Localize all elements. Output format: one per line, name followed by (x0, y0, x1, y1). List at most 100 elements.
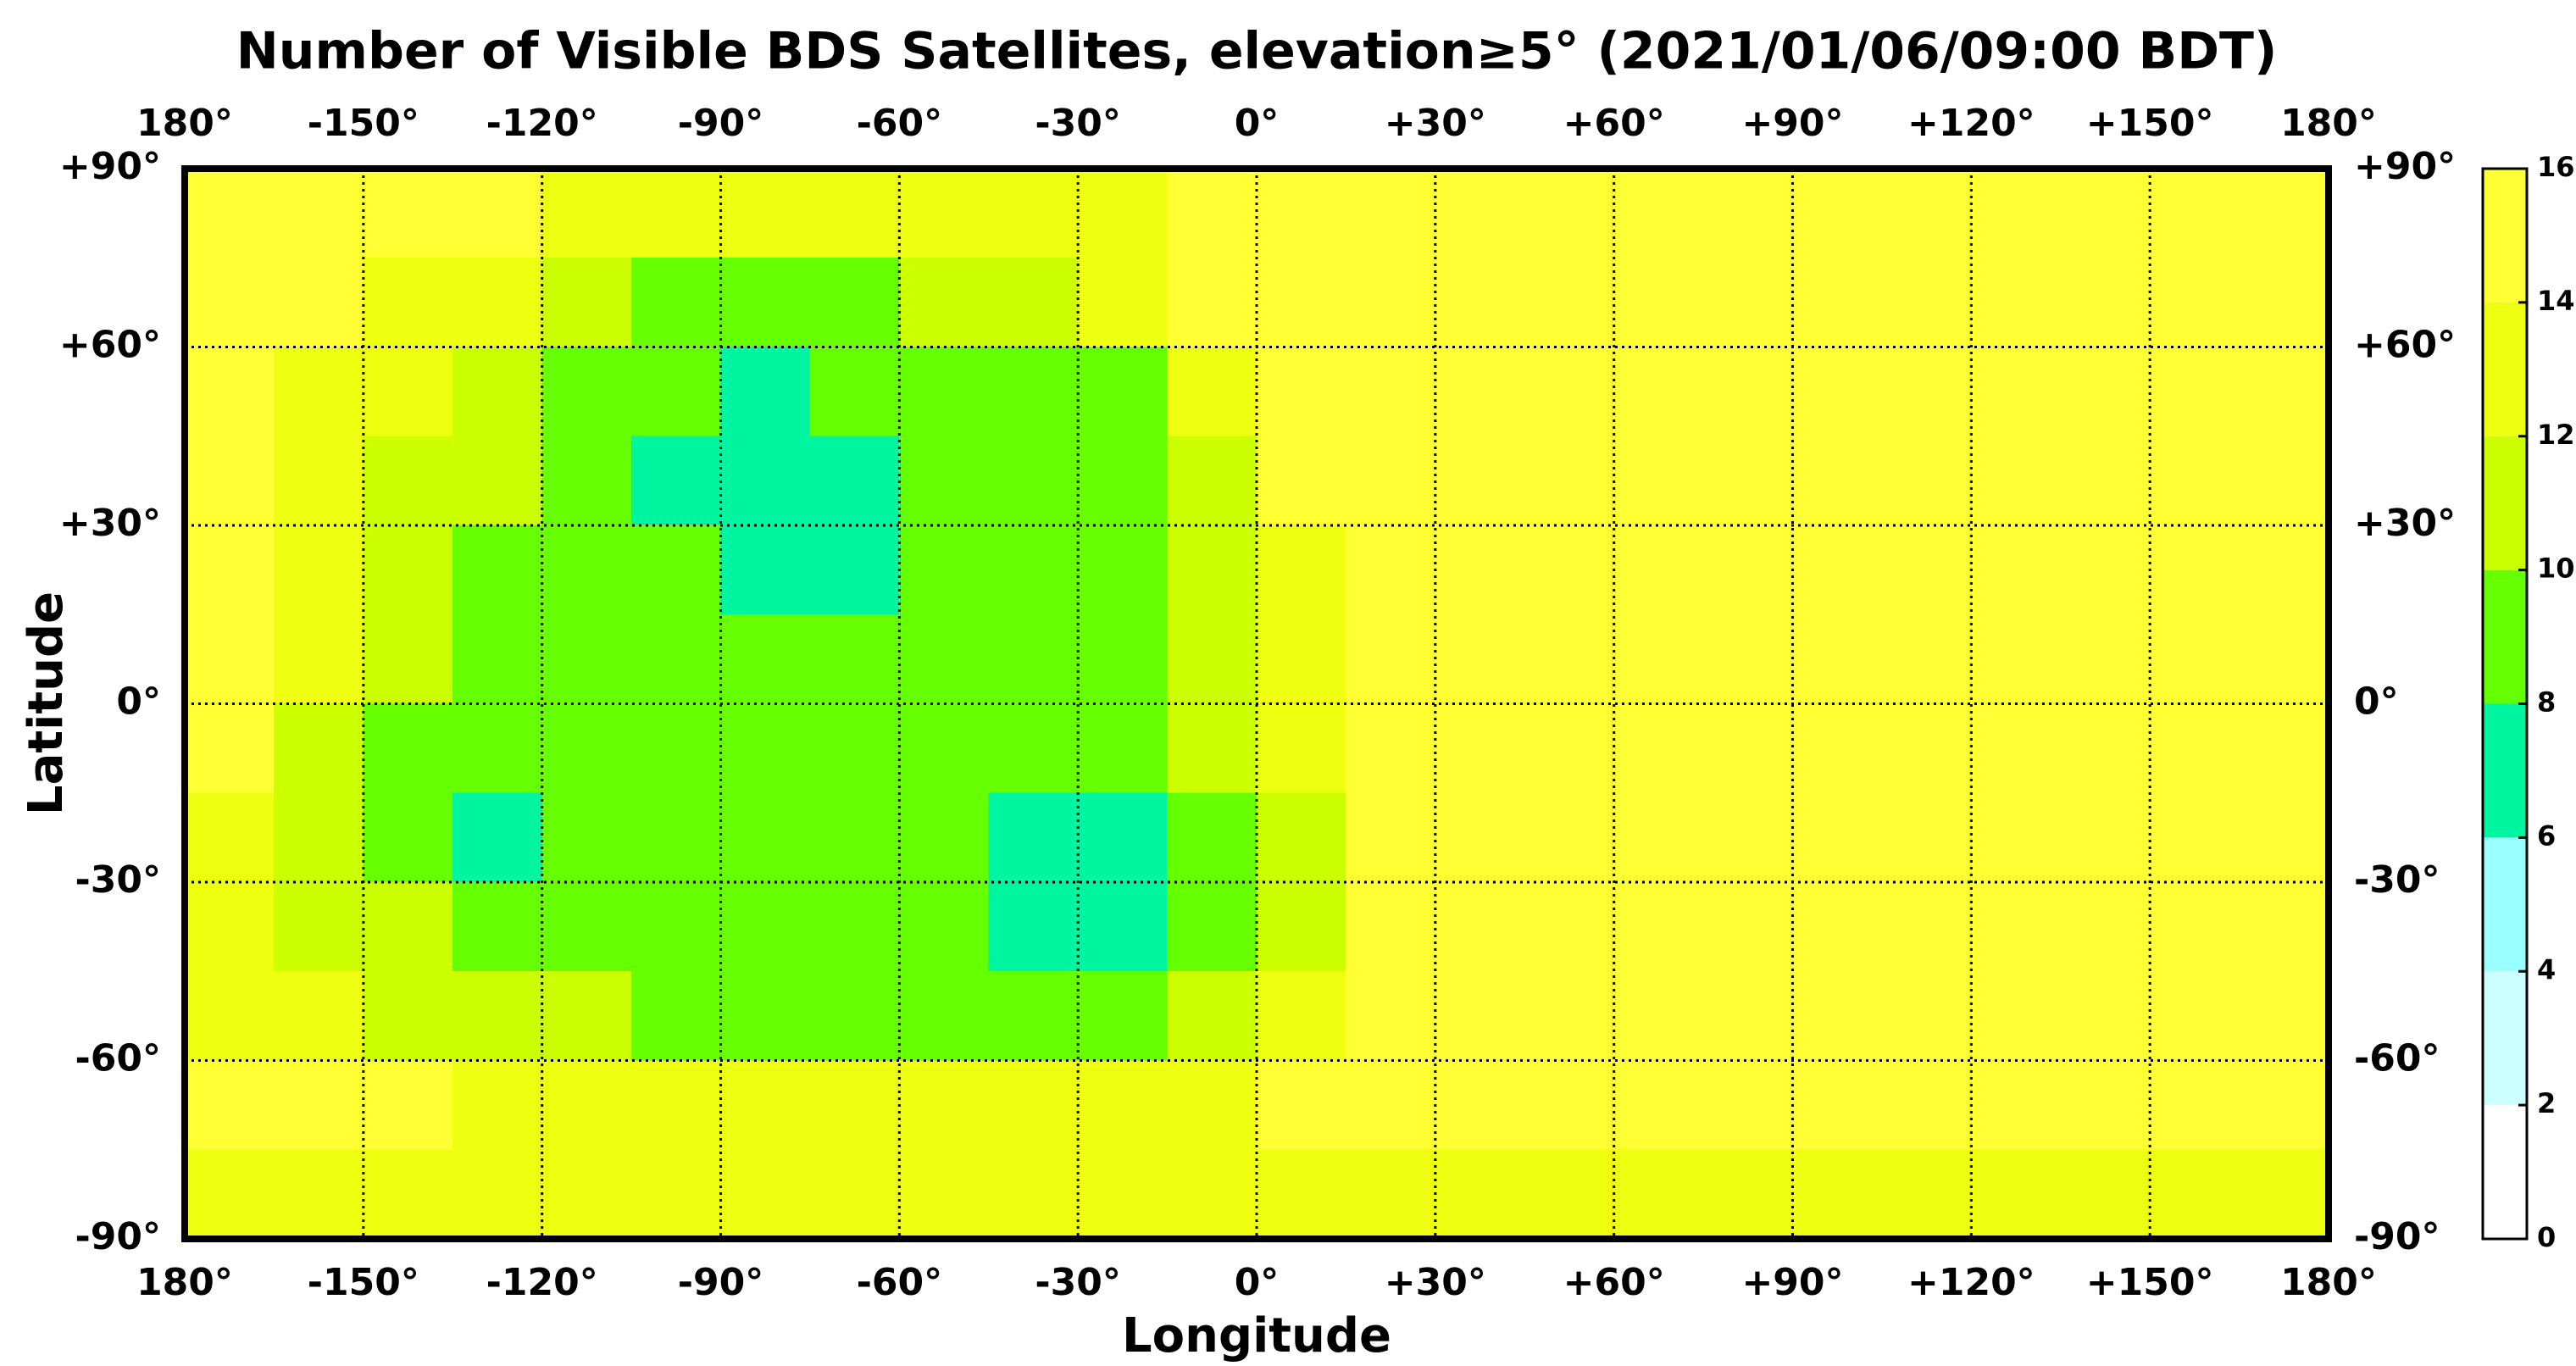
heat-cell (809, 347, 901, 437)
heat-cell (899, 1060, 990, 1151)
tick-labels: 180° 180° -150° -150° -120° -120° -90° -90° -60°… (59, 102, 2456, 1304)
heat-cell (1167, 792, 1257, 883)
x-tick-label-bottom: +150° (2086, 1261, 2214, 1304)
heat-cell (184, 525, 275, 616)
x-tick-label-bottom: +30° (1385, 1261, 1486, 1304)
heat-cell (2149, 614, 2240, 705)
heat-cell (1702, 168, 1794, 259)
colorbar-tick-label: 14 (2537, 285, 2575, 317)
heat-cell (541, 881, 632, 973)
heat-cell (1346, 347, 1436, 437)
y-tick-label-left: -60° (75, 1037, 162, 1080)
heat-cell (1792, 1149, 1883, 1240)
colorbar-tick-label: 6 (2537, 819, 2556, 852)
heat-cell (184, 792, 275, 883)
colorbar-swatch (2483, 169, 2527, 303)
heat-cell (2060, 614, 2151, 705)
heat-cell (988, 614, 1080, 705)
heat-cell (1792, 792, 1883, 883)
heat-cell (2239, 703, 2329, 794)
y-tick-label-right: +30° (2354, 502, 2456, 545)
heat-cell (1346, 168, 1436, 259)
heat-cell (2239, 792, 2329, 883)
heat-cell (2149, 168, 2240, 259)
heat-cell (1435, 525, 1526, 616)
heat-cell (988, 1060, 1080, 1151)
heat-cell (1881, 258, 1973, 348)
heat-cell (899, 258, 990, 348)
heat-cell (1702, 703, 1794, 794)
heat-cell (1792, 614, 1883, 705)
heat-cell (1346, 971, 1436, 1062)
x-tick-label-top: -120° (486, 102, 598, 145)
heat-cell (1881, 168, 1973, 259)
heat-cell (899, 792, 990, 883)
heat-cell (1524, 971, 1615, 1062)
heat-cell (630, 1149, 722, 1240)
x-tick-label-top: +30° (1385, 102, 1486, 145)
y-tick-label-right: +60° (2354, 324, 2456, 367)
heat-cell (1256, 792, 1347, 883)
x-tick-label-top: +150° (2086, 102, 2214, 145)
colorbar-swatch (2483, 436, 2527, 570)
heat-cell (1792, 703, 1883, 794)
heat-cell (2149, 436, 2240, 526)
heat-cell (2239, 614, 2329, 705)
x-tick-label-bottom: -120° (486, 1261, 598, 1304)
heat-cell (899, 347, 990, 437)
heat-cell (1971, 792, 2062, 883)
heat-cell (1702, 1060, 1794, 1151)
heat-cell (809, 614, 901, 705)
heat-cell (1256, 347, 1347, 437)
heat-cell (1524, 168, 1615, 259)
heat-cell (1702, 1149, 1794, 1240)
heat-cell (2149, 525, 2240, 616)
heat-cell (1792, 258, 1883, 348)
heat-cell (1613, 881, 1704, 973)
heat-cell (1167, 168, 1257, 259)
heat-cell (1792, 525, 1883, 616)
heat-cell (720, 1149, 811, 1240)
heat-cell (1971, 1060, 2062, 1151)
heat-cell (720, 525, 811, 616)
heat-cell (1971, 258, 2062, 348)
heat-cell (1167, 703, 1257, 794)
colorbar-tick-label: 4 (2537, 953, 2556, 986)
heat-cell (184, 1060, 275, 1151)
heat-cell (1256, 703, 1347, 794)
heat-cell (988, 792, 1080, 883)
heat-cell (1971, 525, 2062, 616)
heat-cell (1077, 258, 1169, 348)
heat-cell (1613, 1060, 1704, 1151)
y-tick-label-right: +90° (2354, 145, 2456, 188)
heat-cell (1256, 971, 1347, 1062)
heat-cell (184, 881, 275, 973)
heat-cell (809, 1060, 901, 1151)
heat-cell (2149, 971, 2240, 1062)
heat-cell (809, 436, 901, 526)
heat-cell (809, 792, 901, 883)
colorbar-swatch (2483, 302, 2527, 436)
heat-cell (1077, 168, 1169, 259)
heat-cell (1167, 436, 1257, 526)
x-tick-label-top: +120° (1907, 102, 2035, 145)
x-tick-label-top: -60° (857, 102, 943, 145)
heat-cell (630, 436, 722, 526)
x-tick-label-top: +90° (1741, 102, 1843, 145)
heat-cell (452, 168, 543, 259)
heat-cell (2239, 258, 2329, 348)
heat-cell (1792, 1060, 1883, 1151)
heat-cell (1613, 525, 1704, 616)
heat-cell (630, 881, 722, 973)
heat-cell (1971, 168, 2062, 259)
heat-cell (541, 525, 632, 616)
colorbar-tick-label: 16 (2537, 151, 2575, 183)
heat-cell (452, 792, 543, 883)
heat-cell (1256, 168, 1347, 259)
y-tick-label-right: -60° (2354, 1037, 2440, 1080)
heat-cell (363, 347, 454, 437)
heat-cell (899, 525, 990, 616)
heat-cell (1167, 1149, 1257, 1240)
heat-cell (1256, 525, 1347, 616)
